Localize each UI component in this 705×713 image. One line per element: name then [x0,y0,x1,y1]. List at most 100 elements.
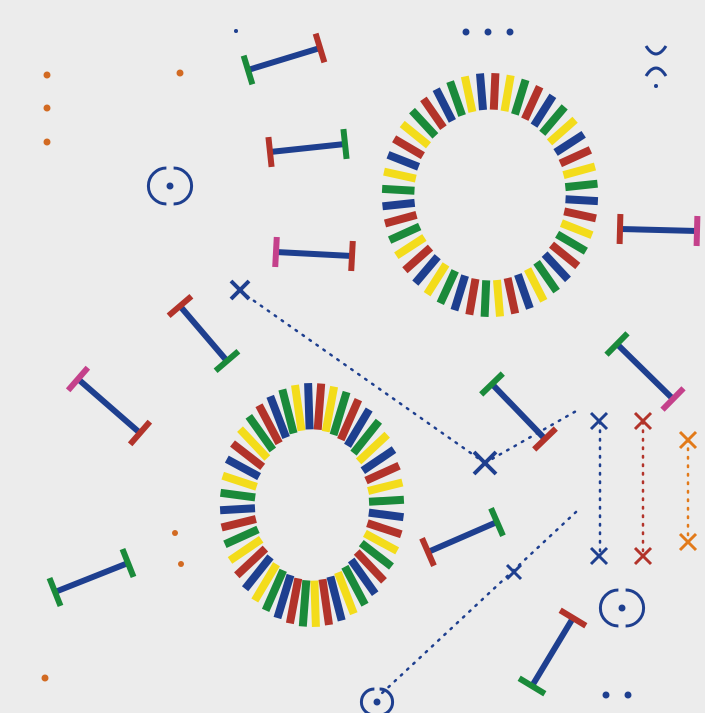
ring-bar [500,74,515,112]
center-dot [166,182,174,190]
ring-bar [329,390,351,437]
beam-cap [616,213,624,245]
beam-cap [312,32,328,64]
i-beams-layer [46,32,701,697]
ring-bar [394,234,427,260]
ring-bar [555,230,588,255]
ring-bar [541,251,571,283]
bow-arc [644,45,668,56]
cross-stroke [229,279,251,301]
beam-cap [517,675,547,697]
ring-bar [524,267,548,303]
beam-cap [532,426,558,452]
beam-bar [269,141,346,155]
cross-mark [633,546,653,566]
cross-stroke [472,450,498,476]
ring-bar [341,564,369,607]
ring-bar [432,87,456,123]
ring-bar [221,471,258,491]
beam-cap [46,576,64,608]
beam-cap [272,236,280,268]
ring-bar [436,269,459,305]
beam-bar [53,560,130,595]
ring-bar [564,179,598,192]
cross-stroke [589,411,609,431]
ring-bar [382,198,416,211]
ring-bar [465,278,480,316]
ring-bar [565,195,599,206]
ring-bar [237,426,271,461]
ring-bar [423,262,450,297]
dot [43,104,51,112]
dot [178,561,184,567]
ring-bar [326,575,346,622]
beam-cap [65,365,91,393]
ring-bar [420,96,447,130]
dot [484,28,492,36]
ring-bar [298,579,311,627]
i-beam [240,32,328,86]
cross-stroke [678,532,698,552]
ring-bar [364,462,401,485]
arc [146,166,167,206]
dot [41,674,49,682]
dotted-link [483,408,580,465]
ring-bar [558,146,593,168]
beam-bar [275,249,353,259]
cross-mark [472,450,498,476]
beam-cap [604,331,630,357]
ring-bar [383,211,418,228]
ring-bar [399,120,432,149]
ring-bar [476,73,487,111]
beam-cap [119,547,137,579]
bow-arc [644,66,668,77]
i-beam [616,213,701,247]
beam-cap [558,607,588,629]
ring-bar [402,244,434,274]
rings-layer [219,73,599,628]
ring-bar [563,207,597,223]
arc [173,166,194,206]
ring-bar [255,403,283,446]
ring-bar [334,570,358,616]
ring-bar [386,151,421,171]
arc [359,687,375,713]
cross-mark [633,411,653,431]
ring-bar [245,413,277,453]
dot [172,530,178,536]
ring-bar [350,418,383,456]
ring-bar [503,277,520,315]
center-dot [373,698,381,706]
cross-mark [678,532,698,552]
ring-bar [412,254,441,286]
ring-bar [358,539,394,570]
beam-cap [213,348,241,374]
ring-bar [511,78,530,116]
ring-bar [355,431,390,465]
ring-bar [446,80,466,117]
cross-stroke [589,546,609,566]
ring-bar [219,504,256,515]
ring-bar [392,135,425,160]
dotted-links-layer [238,289,690,697]
dot [43,71,51,79]
ring-bar [366,519,403,539]
ring-bar [367,478,404,495]
beam-cap [693,215,701,247]
cross-stroke [633,546,653,566]
ring-bar [362,529,400,555]
ring-bar [310,580,320,628]
ring-bar [224,455,262,481]
beam-cap [488,507,506,537]
ring-bar [285,577,303,625]
circle-dot-mark [146,166,194,206]
cross-mark [678,430,698,450]
ring-bar [291,384,306,432]
upper-ring [381,73,599,317]
beam-cap [419,537,437,567]
dot [624,691,632,699]
i-beam [46,547,137,608]
cross-mark [589,411,609,431]
